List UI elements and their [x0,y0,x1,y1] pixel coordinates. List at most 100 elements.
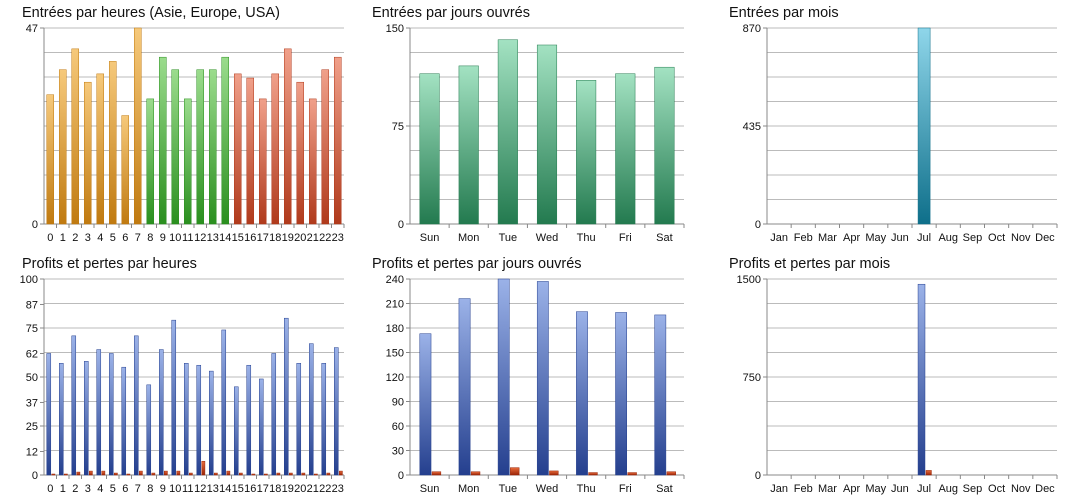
y-tick-label: 120 [386,372,404,384]
x-tick-label: 6 [122,232,128,244]
bar-secondary-7 [139,470,143,476]
bar-primary-6 [121,366,127,476]
x-tick-label: 15 [232,232,244,244]
chart-panel-pnl-by-hour: 0 12 25 37 50 62 75 87 100 0 1 2 3 4 5 6 7 8 9 10 11 12 13 14 15… [12,251,352,496]
bar-primary-12 [196,364,202,476]
x-tick-label: Apr [843,232,860,244]
chart-title: Entrées par jours ouvrés [372,5,530,21]
bar-primary-4 [96,349,102,476]
bar-primary-Sun [419,73,440,225]
bar-secondary-Tue [510,467,520,476]
y-tick-label: 75 [392,121,404,133]
y-tick-label: 75 [26,323,38,335]
x-tick-label: 4 [97,483,103,495]
x-tick-label: 14 [219,483,231,495]
bar-primary-1 [59,69,67,225]
y-tick-label: 60 [392,421,404,433]
x-tick-label: 18 [269,232,281,244]
y-tick-label: 0 [32,470,38,482]
bar-primary-22 [321,363,327,476]
x-tick-label: Mar [818,483,837,495]
x-tick-label: May [865,483,886,495]
x-tick-label: 16 [244,232,256,244]
x-tick-label: 0 [47,232,53,244]
x-tick-label: Apr [843,483,860,495]
x-tick-label: 2 [72,483,78,495]
bar-primary-0 [46,94,54,225]
bar-primary-5 [109,61,117,225]
y-tick-label: 87 [26,299,38,311]
x-tick-label: Nov [1011,232,1031,244]
x-tick-label: Oct [988,232,1005,244]
bar-secondary-Mon [470,471,481,476]
bar-secondary-9 [164,470,168,476]
y-tick-label: 750 [743,372,761,384]
x-tick-label: 8 [147,232,153,244]
bar-primary-Tue [497,278,510,476]
x-tick-label: 17 [257,232,269,244]
y-tick-label: 0 [755,470,761,482]
bar-primary-9 [159,56,167,225]
chart-svg-pnl-by-weekday: 0 30 60 90 120 150 180 210 240 Sun Mon Tue Wed Thu Fri… [386,274,685,495]
x-tick-label: Jan [770,483,788,495]
x-tick-label: Sun [420,232,440,244]
x-tick-label: Thu [577,232,596,244]
x-tick-label: May [865,232,886,244]
bar-primary-Sun [419,333,432,476]
y-tick-label: 210 [386,299,404,311]
x-tick-label: 9 [160,232,166,244]
y-tick-label: 1500 [737,274,761,286]
x-tick-label: Aug [938,483,958,495]
x-tick-label: 17 [257,483,269,495]
y-tick-label: 47 [26,23,38,35]
bar-primary-Sat [654,66,675,225]
bar-primary-Mon [458,65,479,225]
bar-primary-9 [159,349,164,476]
x-tick-label: 2 [72,232,78,244]
x-tick-label: 3 [85,232,91,244]
x-tick-label: Jun [891,483,909,495]
x-tick-label: Sep [963,483,983,495]
x-tick-label: Tue [499,232,518,244]
x-tick-label: 23 [332,232,344,244]
bar-primary-13 [209,69,217,225]
bar-secondary-15 [239,472,243,476]
chart-title: Profits et pertes par mois [729,256,891,272]
bar-primary-3 [84,361,89,476]
y-tick-label: 100 [20,274,38,286]
bar-secondary-4 [101,470,106,476]
bar-primary-Jul [917,283,926,476]
bar-primary-4 [96,73,104,225]
bar-secondary-17 [264,473,268,476]
bar-secondary-11 [189,472,193,476]
bar-secondary-6 [126,473,131,476]
bar-primary-2 [71,48,79,225]
chart-svg-entries-by-weekday: 0 75 150 Sun Mon Tue Wed Thu Fri Sat [386,23,685,244]
chart-panel-pnl-by-month: 0 750 1500 Jan Feb Mar Apr May Jun Jul Aug Sep Oct No… [719,251,1059,496]
y-tick-label: 0 [32,219,38,231]
x-tick-label: 5 [110,483,116,495]
bar-primary-23 [334,347,339,476]
bar-secondary-Thu [588,472,598,476]
bar-secondary-0 [51,473,56,476]
bar-primary-21 [309,343,314,476]
x-tick-label: 18 [269,483,281,495]
bar-primary-19 [284,317,289,476]
bar-primary-1 [59,363,64,476]
x-tick-label: 20 [294,483,306,495]
bar-secondary-18 [276,472,281,476]
y-tick-label: 12 [26,446,38,458]
x-tick-label: 20 [294,232,306,244]
x-tick-label: Fri [619,483,632,495]
chart-title: Entrées par mois [729,5,839,21]
x-tick-label: Aug [938,232,958,244]
bar-secondary-20 [301,472,306,476]
y-tick-label: 180 [386,323,404,335]
x-tick-label: Sun [420,483,440,495]
x-tick-label: Mon [458,232,479,244]
bar-secondary-1 [64,473,68,476]
y-tick-label: 240 [386,274,404,286]
x-tick-label: 19 [282,232,294,244]
x-tick-label: Dec [1035,483,1055,495]
x-tick-label: 15 [232,483,244,495]
